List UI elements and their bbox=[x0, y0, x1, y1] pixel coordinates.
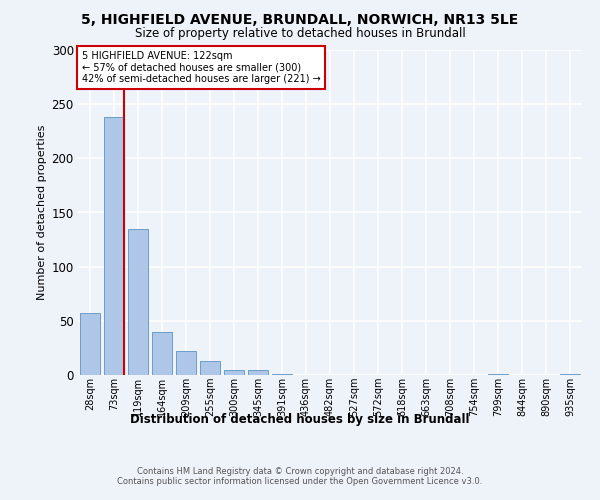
Bar bbox=[152, 332, 172, 375]
Bar bbox=[128, 229, 148, 375]
Text: Distribution of detached houses by size in Brundall: Distribution of detached houses by size … bbox=[130, 412, 470, 426]
Bar bbox=[248, 370, 268, 375]
Text: Contains public sector information licensed under the Open Government Licence v3: Contains public sector information licen… bbox=[118, 478, 482, 486]
Text: Contains HM Land Registry data © Crown copyright and database right 2024.: Contains HM Land Registry data © Crown c… bbox=[137, 468, 463, 476]
Bar bbox=[200, 361, 220, 375]
Y-axis label: Number of detached properties: Number of detached properties bbox=[37, 125, 47, 300]
Text: 5 HIGHFIELD AVENUE: 122sqm
← 57% of detached houses are smaller (300)
42% of sem: 5 HIGHFIELD AVENUE: 122sqm ← 57% of deta… bbox=[82, 51, 320, 84]
Bar bbox=[272, 374, 292, 375]
Text: 5, HIGHFIELD AVENUE, BRUNDALL, NORWICH, NR13 5LE: 5, HIGHFIELD AVENUE, BRUNDALL, NORWICH, … bbox=[82, 12, 518, 26]
Text: Size of property relative to detached houses in Brundall: Size of property relative to detached ho… bbox=[134, 28, 466, 40]
Bar bbox=[488, 374, 508, 375]
Bar bbox=[104, 117, 124, 375]
Bar bbox=[560, 374, 580, 375]
Bar bbox=[176, 351, 196, 375]
Bar bbox=[224, 370, 244, 375]
Bar bbox=[80, 313, 100, 375]
